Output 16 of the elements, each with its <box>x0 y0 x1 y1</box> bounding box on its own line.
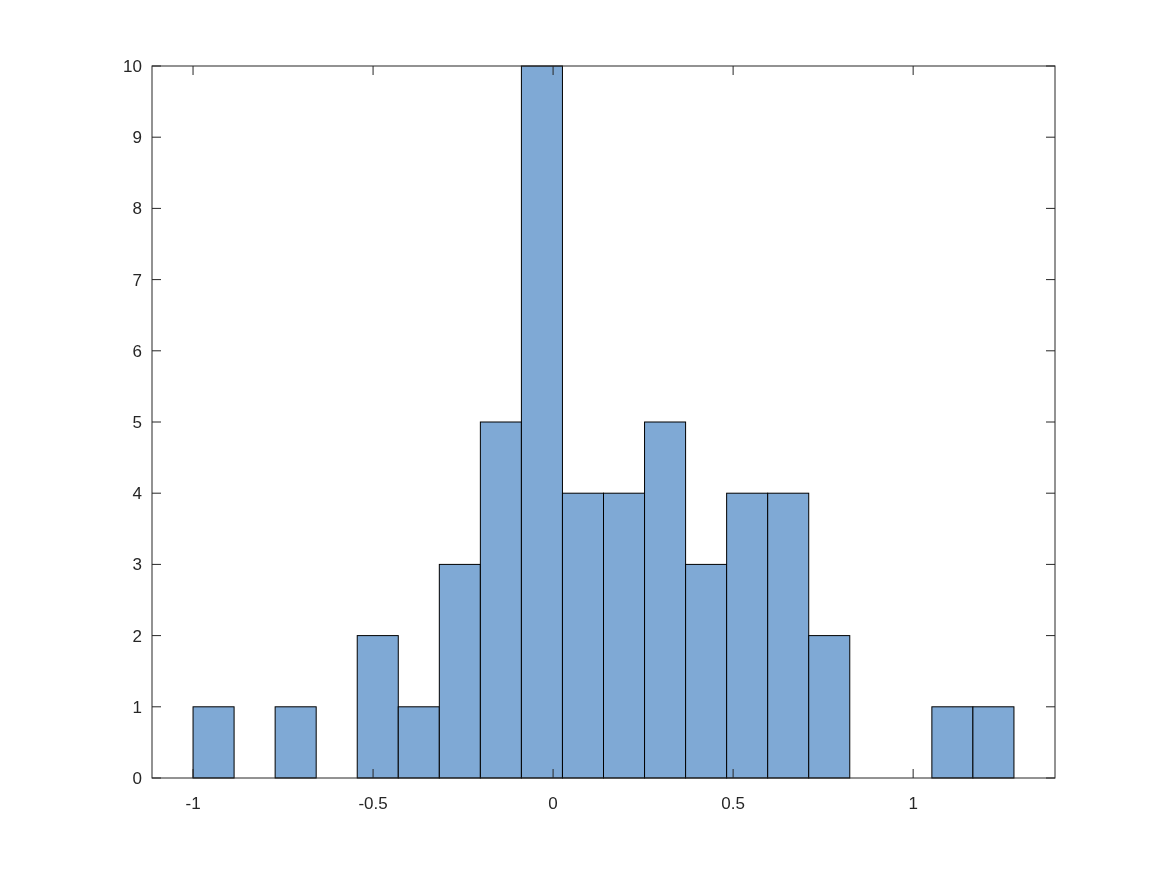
y-tick-label: 8 <box>132 199 142 219</box>
y-tick-label: 4 <box>132 484 142 504</box>
x-tick-label: 0.5 <box>721 794 745 813</box>
y-tick-label: 10 <box>123 57 142 76</box>
y-tick-label: 7 <box>132 270 142 290</box>
x-tick-label: 0 <box>548 794 558 813</box>
y-tick-label: 3 <box>132 555 142 575</box>
y-tick-label: 2 <box>132 626 142 646</box>
y-tick-label: 9 <box>132 128 142 148</box>
x-tick-label: 1 <box>908 794 918 813</box>
y-tick-label: 0 <box>132 769 142 788</box>
y-tick-label: 1 <box>132 697 142 717</box>
y-tick-label: 5 <box>132 413 142 432</box>
y-tick-label: 6 <box>132 341 142 361</box>
x-tick-label: -0.5 <box>358 794 388 813</box>
x-tick-label: -1 <box>185 794 201 813</box>
